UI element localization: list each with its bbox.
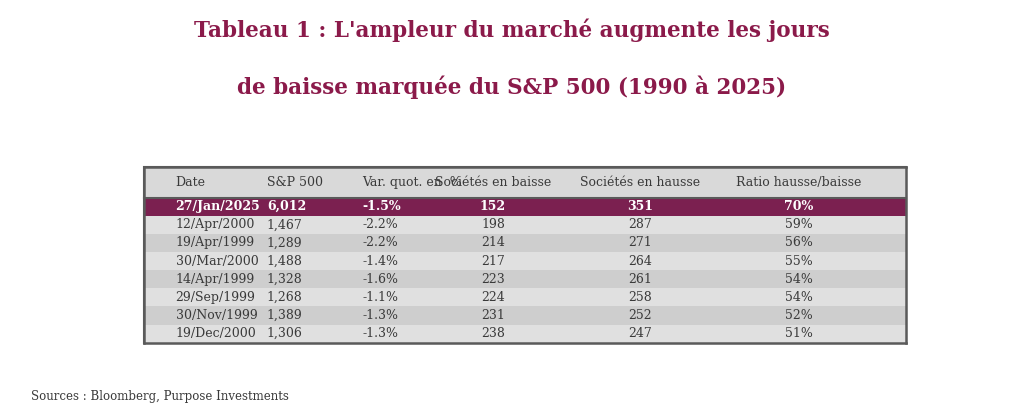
Text: 264: 264 (628, 255, 652, 268)
Text: 12/Apr/2000: 12/Apr/2000 (176, 218, 255, 231)
Text: 214: 214 (481, 236, 505, 249)
Text: 6,012: 6,012 (267, 200, 306, 213)
Text: 30/Nov/1999: 30/Nov/1999 (176, 309, 257, 322)
Text: 29/Sep/1999: 29/Sep/1999 (176, 291, 256, 304)
Text: Tableau 1 : L'ampleur du marché augmente les jours: Tableau 1 : L'ampleur du marché augmente… (195, 18, 829, 42)
Text: 27/Jan/2025: 27/Jan/2025 (176, 200, 260, 213)
Text: -2.2%: -2.2% (362, 236, 398, 249)
Text: 54%: 54% (784, 273, 812, 286)
Text: 224: 224 (481, 291, 505, 304)
Text: 30/Mar/2000: 30/Mar/2000 (176, 255, 258, 268)
Text: 1,268: 1,268 (267, 291, 303, 304)
Text: -1.5%: -1.5% (362, 200, 400, 213)
Bar (143, 167, 906, 197)
Text: -2.2%: -2.2% (362, 218, 398, 231)
Text: 223: 223 (481, 273, 505, 286)
Bar (143, 197, 906, 216)
Text: 51%: 51% (784, 327, 812, 340)
Text: -1.4%: -1.4% (362, 255, 398, 268)
Text: 56%: 56% (784, 236, 812, 249)
Text: 231: 231 (481, 309, 505, 322)
Text: -1.3%: -1.3% (362, 327, 398, 340)
Text: 1,306: 1,306 (267, 327, 303, 340)
Bar (143, 234, 906, 252)
Text: 252: 252 (628, 309, 651, 322)
Text: 54%: 54% (784, 291, 812, 304)
Text: 271: 271 (628, 236, 651, 249)
Text: Sociétés en hausse: Sociétés en hausse (580, 176, 700, 188)
Text: Ratio hausse/baisse: Ratio hausse/baisse (736, 176, 861, 188)
Bar (143, 167, 906, 343)
Text: 247: 247 (628, 327, 651, 340)
Text: Sociétés en baisse: Sociétés en baisse (435, 176, 551, 188)
Text: -1.1%: -1.1% (362, 291, 398, 304)
Text: Var. quot. en  %: Var. quot. en % (362, 176, 462, 188)
Text: -1.6%: -1.6% (362, 273, 398, 286)
Text: Date: Date (176, 176, 206, 188)
Text: 52%: 52% (784, 309, 812, 322)
Text: de baisse marquée du S&P 500 (1990 à 2025): de baisse marquée du S&P 500 (1990 à 202… (238, 75, 786, 99)
Text: 1,467: 1,467 (267, 218, 303, 231)
Text: 152: 152 (480, 200, 506, 213)
Bar (143, 216, 906, 234)
Bar (143, 252, 906, 270)
Text: 70%: 70% (784, 200, 813, 213)
Text: 19/Dec/2000: 19/Dec/2000 (176, 327, 256, 340)
Text: S&P 500: S&P 500 (267, 176, 323, 188)
Bar (143, 270, 906, 288)
Text: 238: 238 (481, 327, 505, 340)
Text: 287: 287 (628, 218, 651, 231)
Text: 258: 258 (628, 291, 651, 304)
Text: 351: 351 (627, 200, 653, 213)
Text: 1,389: 1,389 (267, 309, 303, 322)
Text: 198: 198 (481, 218, 505, 231)
Text: 55%: 55% (784, 255, 812, 268)
Text: 1,488: 1,488 (267, 255, 303, 268)
Text: 1,328: 1,328 (267, 273, 303, 286)
Text: 19/Apr/1999: 19/Apr/1999 (176, 236, 255, 249)
Text: 59%: 59% (784, 218, 812, 231)
Text: -1.3%: -1.3% (362, 309, 398, 322)
Bar (143, 324, 906, 343)
Text: 217: 217 (481, 255, 505, 268)
Bar (143, 288, 906, 306)
Text: 261: 261 (628, 273, 652, 286)
Text: 14/Apr/1999: 14/Apr/1999 (176, 273, 255, 286)
Text: 1,289: 1,289 (267, 236, 302, 249)
Bar (143, 306, 906, 324)
Text: Sources : Bloomberg, Purpose Investments: Sources : Bloomberg, Purpose Investments (31, 390, 289, 403)
